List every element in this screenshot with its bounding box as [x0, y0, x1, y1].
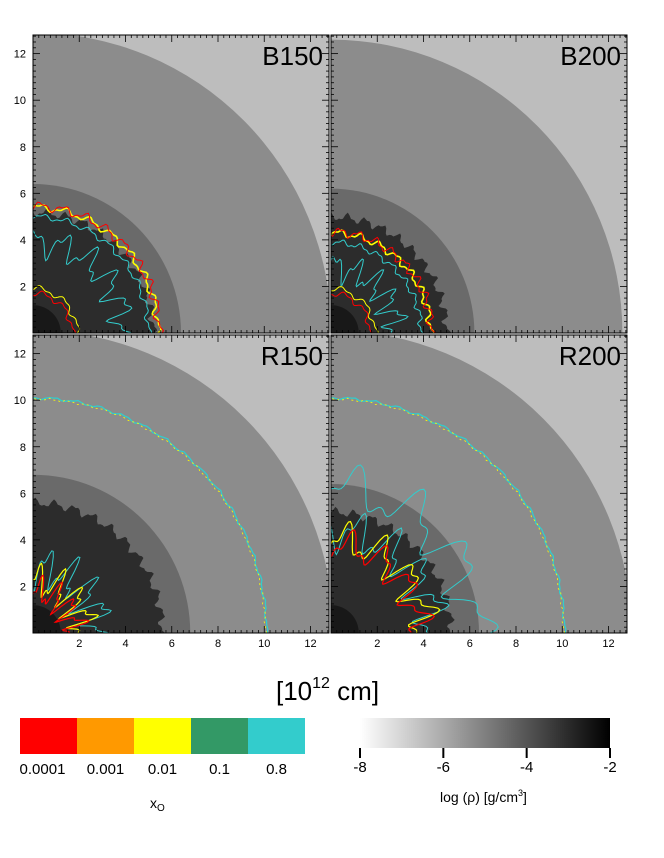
axis-label-exponent: 12: [312, 675, 330, 692]
contour-core-yellow: [33, 285, 81, 333]
panel-label: B150: [262, 41, 323, 71]
y-tick-label: 6: [20, 188, 26, 200]
colorbar-rho-ticks: -8 -6 -4 -2: [353, 748, 617, 776]
panel-r150: R150: [32, 334, 330, 634]
y-tick-label: 2: [20, 581, 26, 593]
panel-label: B200: [560, 41, 621, 71]
x-tick-label: 8: [513, 638, 519, 650]
core-center: [33, 605, 61, 633]
y-tick-label: 10: [14, 95, 26, 107]
x-tick-label: 8: [215, 638, 221, 650]
y-tick-label: 6: [20, 488, 26, 500]
colorbar-rho-tick-label: -6: [437, 759, 450, 776]
axis-label: [1012 cm]: [276, 675, 379, 706]
axis-ticks: 2 4 6 8 10 12 2 4 6 8 10 12 2 4 6 8 10 12 2 4 6 8 10 12: [14, 35, 627, 650]
contour-inner-red: [33, 574, 90, 633]
contour-front-yellow: [331, 229, 435, 333]
colorbar-xo-swatch: [134, 718, 191, 754]
panel-label: R150: [261, 341, 323, 371]
panel-border: [330, 34, 628, 334]
contour-front-cyan: [331, 396, 567, 633]
contour-mixing-cyan: [331, 464, 499, 633]
contour-inner-cyan: [33, 550, 112, 633]
colorbar-rho-title-exp: 3: [518, 788, 523, 798]
contour-inner-yellow: [33, 562, 100, 633]
colorbar-xo-title-x: x: [150, 795, 157, 811]
y-tick-label: 10: [14, 395, 26, 407]
colorbar-rho-title-main: log (ρ) [g/cm: [440, 789, 518, 805]
panel-r200: R200: [330, 334, 628, 634]
colorbar-rho-gradient: [360, 718, 610, 748]
x-tick-label: 4: [122, 638, 128, 650]
contour-front-red: [33, 201, 165, 333]
colorbar-xo-swatch: [77, 718, 134, 754]
panel-b150: B150: [32, 34, 330, 334]
x-tick-label: 4: [420, 638, 426, 650]
colorbar-xo-tick-label: 0.001: [87, 761, 125, 778]
y-tick-label: 12: [14, 349, 26, 361]
contour-front-cyan: [331, 239, 424, 333]
panel-b200: B200: [330, 34, 628, 334]
colorbar-xo-tick-label: 0.01: [148, 761, 177, 778]
x-tick-label: 2: [374, 638, 380, 650]
contour-core-red: [331, 291, 373, 333]
colorbar-xo-title: xO: [150, 795, 165, 814]
axis-label-unit: cm]: [330, 676, 379, 706]
contour-inner-red: [331, 529, 435, 633]
panel-border: [32, 34, 330, 334]
colorbar-xo-swatch: [248, 718, 305, 754]
x-tick-label: 12: [602, 638, 614, 650]
y-tick-label: 8: [20, 142, 26, 154]
colorbar-xo-swatch: [20, 718, 77, 754]
contour-front-cyan: [33, 213, 153, 333]
x-tick-label: 6: [467, 638, 473, 650]
y-tick-label: 8: [20, 442, 26, 454]
core-center: [331, 305, 359, 333]
colorbar-xo: 0.0001 0.001 0.01 0.1 0.8: [20, 718, 305, 778]
colorbar-rho-title: log (ρ) [g/cm3]: [440, 788, 527, 805]
colorbar-rho-tick-label: -4: [520, 759, 533, 776]
contour-core-yellow: [331, 286, 379, 333]
colorbar-rho-tick-label: -2: [603, 759, 616, 776]
x-tick-label: 2: [76, 638, 82, 650]
x-tick-label: 10: [556, 638, 568, 650]
core-center: [33, 305, 61, 333]
contour-core-red: [33, 290, 76, 333]
panel-border: [32, 334, 330, 634]
contour-front-red: [331, 227, 437, 333]
colorbar-xo-tick-label: 0.8: [266, 761, 287, 778]
y-tick-label: 4: [20, 235, 26, 247]
colorbar-xo-tick-label: 0.0001: [20, 761, 66, 778]
x-tick-label: 12: [304, 638, 316, 650]
contour-inner-cyan: [331, 256, 409, 333]
colorbar-xo-swatch: [191, 718, 248, 754]
panels-group: B150 B200 R150 R200: [32, 34, 628, 634]
dense-core: [33, 207, 158, 333]
contour-front-cyan: [33, 396, 269, 633]
y-tick-label: 4: [20, 535, 26, 547]
x-tick-label: 10: [258, 638, 270, 650]
y-tick-label: 2: [20, 281, 26, 293]
x-tick-label: 6: [169, 638, 175, 650]
y-tick-label: 12: [14, 49, 26, 61]
axis-label-base: [10: [276, 676, 312, 706]
core-center: [331, 605, 359, 633]
colorbar-xo-tick-label: 0.1: [209, 761, 230, 778]
colorbar-rho-title-end: ]: [523, 789, 527, 805]
panel-border: [330, 334, 628, 634]
panel-label: R200: [559, 341, 621, 371]
colorbar-rho-tick-label: -8: [353, 759, 366, 776]
contour-inner-cyan: [33, 229, 133, 333]
contour-inner-cyan: [331, 512, 450, 633]
colorbar-xo-title-sub: O: [157, 803, 165, 814]
